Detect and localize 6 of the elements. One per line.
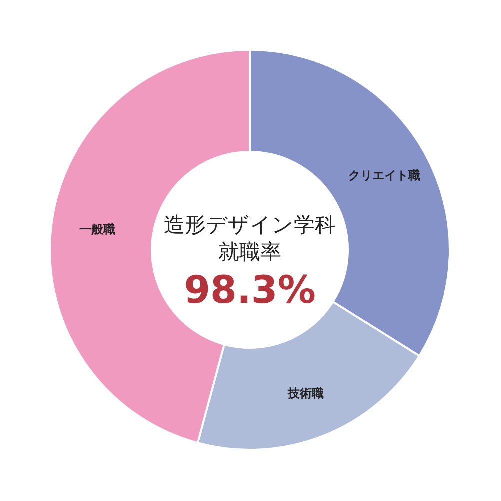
text: 就職率: [218, 240, 282, 264]
text: 造形デザイン学科: [164, 213, 336, 237]
slice-label: 技術職: [287, 386, 324, 400]
text: 98.3%: [184, 268, 316, 312]
slice-label: クリエイト職: [348, 168, 421, 182]
slice-label: 一般職: [79, 222, 116, 237]
